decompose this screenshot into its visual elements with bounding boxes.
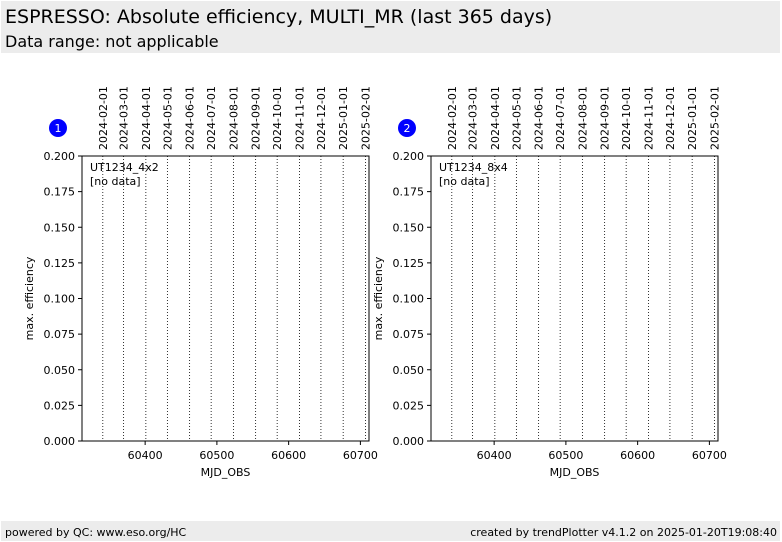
panel-number-label: 1 (55, 122, 62, 135)
date-marker-label: 2024-10-01 (271, 86, 284, 150)
date-marker-label: 2024-08-01 (576, 86, 589, 150)
date-marker-label: 2024-05-01 (510, 86, 523, 150)
y-tick-label: 0.100 (393, 293, 425, 306)
y-tick-label: 0.050 (44, 364, 76, 377)
date-marker-label: 2024-12-01 (664, 86, 677, 150)
y-tick-label: 0.050 (393, 364, 425, 377)
date-marker-label: 2024-09-01 (599, 86, 612, 150)
chart-panel-2: 2024-02-01 2024-03-01 2024-04-01 2024-05-01… (372, 86, 727, 479)
chart-panel-1: 2024-02-01 2024-03-01 2024-04-01 2024-05-01… (23, 86, 378, 479)
y-tick-label: 0.075 (44, 328, 76, 341)
date-marker-label: 2024-05-01 (161, 86, 174, 150)
y-tick-label: 0.200 (393, 150, 425, 163)
date-marker-label: 2024-10-01 (620, 86, 633, 150)
x-tick-label: 60700 (692, 449, 727, 462)
date-marker-label: 2025-01-01 (686, 86, 699, 150)
y-tick-label: 0.000 (44, 435, 76, 448)
panel-number-badge (398, 119, 416, 137)
header-bar: ESPRESSO: Absolute efficiency, MULTI_MR … (1, 1, 780, 53)
x-axis-label: MJD_OBS (201, 466, 251, 479)
x-tick-label: 60400 (128, 449, 163, 462)
y-tick-label: 0.000 (393, 435, 425, 448)
y-tick-label: 0.125 (44, 257, 76, 270)
y-tick-label: 0.150 (44, 221, 76, 234)
x-tick-label: 60500 (199, 449, 234, 462)
date-marker-label: 2024-04-01 (489, 86, 502, 150)
date-marker-label: 2024-06-01 (533, 86, 546, 150)
date-marker-label: 2024-02-01 (97, 86, 110, 150)
x-tick-label: 60600 (620, 449, 655, 462)
y-tick-label: 0.100 (44, 293, 76, 306)
chart-annotation-name: UT1234_4x2 (90, 161, 159, 174)
x-tick-label: 60600 (271, 449, 306, 462)
y-tick-label: 0.150 (393, 221, 425, 234)
date-marker-label: 2024-07-01 (205, 86, 218, 150)
page-title: ESPRESSO: Absolute efficiency, MULTI_MR … (5, 6, 553, 28)
date-marker-label: 2024-11-01 (642, 86, 655, 150)
plot-frame (430, 155, 719, 442)
x-tick-label: 60400 (477, 449, 512, 462)
date-marker-label: 2025-02-01 (708, 86, 721, 150)
date-marker-label: 2024-12-01 (315, 86, 328, 150)
date-marker-label: 2024-03-01 (467, 86, 480, 150)
panel-number-badge (49, 119, 67, 137)
date-marker-label: 2024-06-01 (184, 86, 197, 150)
footer-bar: powered by QC: www.eso.org/HC created by… (1, 521, 780, 541)
page-subtitle: Data range: not applicable (5, 32, 219, 51)
y-axis-label: max. efficiency (23, 256, 36, 340)
x-axis-label: MJD_OBS (550, 466, 600, 479)
chart-annotation-nodata: [no data] (439, 175, 490, 188)
y-tick-label: 0.025 (393, 399, 425, 412)
date-marker-label: 2024-09-01 (250, 86, 263, 150)
footer-created: created by trendPlotter v4.1.2 on 2025-0… (470, 526, 777, 539)
date-marker-label: 2024-03-01 (118, 86, 131, 150)
x-tick-label: 60700 (343, 449, 378, 462)
y-tick-label: 0.175 (44, 186, 76, 199)
date-marker-label: 2024-08-01 (227, 86, 240, 150)
date-marker-label: 2024-02-01 (446, 86, 459, 150)
y-tick-label: 0.200 (44, 150, 76, 163)
date-marker-label: 2025-01-01 (337, 86, 350, 150)
date-marker-label: 2024-07-01 (554, 86, 567, 150)
date-marker-label: 2024-04-01 (140, 86, 153, 150)
x-tick-label: 60500 (548, 449, 583, 462)
y-axis-label: max. efficiency (372, 256, 385, 340)
chart-annotation-name: UT1234_8x4 (439, 161, 508, 174)
y-tick-label: 0.175 (393, 186, 425, 199)
date-marker-label: 2024-11-01 (293, 86, 306, 150)
y-tick-label: 0.025 (44, 399, 76, 412)
date-marker-label: 2025-02-01 (359, 86, 372, 150)
panel-number-label: 2 (404, 122, 411, 135)
footer-credit: powered by QC: www.eso.org/HC (5, 526, 187, 539)
y-tick-label: 0.075 (393, 328, 425, 341)
y-tick-label: 0.125 (393, 257, 425, 270)
chart-annotation-nodata: [no data] (90, 175, 141, 188)
plot-frame (81, 155, 370, 442)
